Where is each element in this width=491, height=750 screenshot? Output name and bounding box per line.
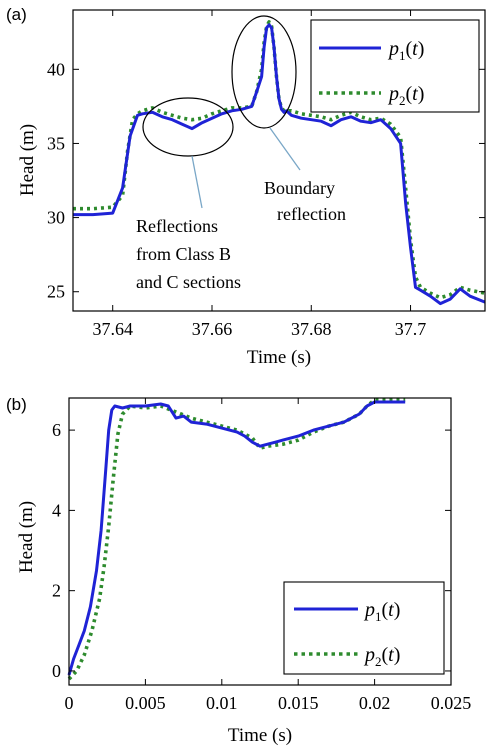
panel-a-ytick-label: 35 [47, 133, 65, 153]
panel-a-xtick-label: 37.66 [192, 319, 233, 339]
panel-b-ytick-label: 6 [52, 420, 61, 440]
reflections-annotation-line1: Reflections [136, 216, 218, 236]
panel-a-label: (a) [6, 5, 27, 24]
boundary-annotation-line2: reflection [277, 204, 346, 224]
panel-b-xtick-label: 0.005 [125, 693, 166, 713]
panel-b-series-2-line [67, 398, 406, 681]
panel-a-xtick-label: 37.68 [291, 319, 332, 339]
panel-b-xtick-label: 0.025 [431, 693, 472, 713]
panel-a-ytick-label: 40 [47, 59, 65, 79]
panel-a-legend: p1(t) p2(t) [310, 19, 480, 113]
panel-b: (b) 0 0.005 0.01 0.015 0.02 0.025 0 2 4 6 Time (s… [6, 395, 471, 746]
panel-a-frame [72, 9, 486, 312]
panel-a-legend-p1-label: p1(t) [387, 38, 424, 63]
panel-b-ticks: 0 0.005 0.01 0.015 0.02 0.025 0 2 4 6 [52, 398, 471, 713]
panel-b-label: (b) [6, 395, 27, 414]
panel-b-xlabel: Time (s) [228, 725, 292, 746]
panel-b-xtick-label: 0.015 [278, 693, 319, 713]
panel-b-legend: p1(t) p2(t) [283, 581, 445, 675]
panel-a-ytick-label: 25 [47, 282, 65, 302]
boundary-annotation-line1: Boundary [264, 178, 335, 198]
panel-b-xtick-label: 0.02 [359, 693, 391, 713]
panel-a: (a) 37.64 37.66 37.68 37.7 25 30 35 40 Time (s)… [6, 5, 486, 368]
reflections-annotation-line3: and C sections [136, 272, 241, 292]
panel-b-ytick-label: 0 [52, 661, 61, 681]
panel-a-ytick-label: 30 [47, 208, 65, 228]
panel-b-legend-box [283, 581, 445, 675]
reflections-annotation-line2: from Class B [136, 244, 231, 264]
panel-a-ylabel: Head (m) [17, 124, 38, 196]
reflections-pointer [191, 155, 203, 209]
panel-b-plot-area [67, 398, 406, 681]
panel-a-xtick-label: 37.7 [395, 319, 427, 339]
panel-b-legend-p2-label: p2(t) [363, 644, 400, 669]
panel-a-xlabel: Time (s) [247, 347, 311, 368]
panel-b-series-1-line [67, 400, 406, 676]
panel-b-ylabel: Head (m) [16, 501, 37, 573]
panel-a-xtick-label: 37.64 [92, 319, 133, 339]
boundary-pointer [269, 127, 301, 171]
panel-a-legend-p2-label: p2(t) [387, 83, 424, 108]
panel-b-legend-p1-label: p1(t) [363, 599, 400, 624]
boundary-ellipse [231, 15, 297, 129]
panel-b-xtick-label: 0 [65, 693, 74, 713]
panel-a-legend-box [310, 19, 480, 113]
panel-b-xtick-label: 0.01 [206, 693, 238, 713]
panel-b-ytick-label: 2 [52, 581, 61, 601]
panel-b-frame [68, 397, 452, 686]
panel-a-plot-area [73, 20, 486, 306]
panel-a-series-1-line [73, 23, 486, 306]
panel-a-ticks: 37.64 37.66 37.68 37.7 25 30 35 40 [47, 10, 485, 339]
reflections-ellipse [142, 97, 234, 157]
panel-b-ytick-label: 4 [52, 500, 61, 520]
